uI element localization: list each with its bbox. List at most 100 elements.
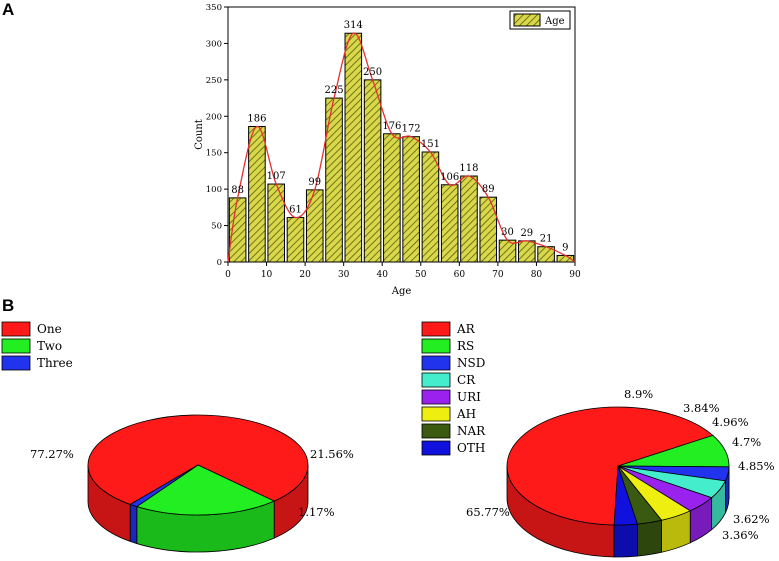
data-label: 29 — [520, 228, 533, 239]
slice-label: 4.96% — [712, 415, 749, 429]
bar — [479, 196, 498, 263]
bar — [248, 125, 266, 263]
data-label: 172 — [402, 124, 421, 135]
bar — [305, 189, 324, 263]
data-label: 30 — [501, 227, 514, 238]
legend-swatch — [1, 338, 31, 354]
legend-label: One — [37, 322, 62, 336]
bar — [421, 151, 440, 263]
legend-label: AH — [456, 407, 476, 421]
pie-slice — [506, 406, 714, 526]
legend-swatch — [421, 440, 451, 456]
legend-label: RS — [457, 339, 474, 353]
bar — [440, 184, 459, 263]
y-tick-label: 150 — [206, 149, 222, 159]
x-tick-label: 20 — [299, 270, 311, 280]
legend-swatch — [1, 321, 31, 337]
data-label: 99 — [308, 177, 321, 188]
legend-label: Two — [37, 339, 62, 353]
legend-swatch — [421, 372, 451, 388]
data-label: 61 — [289, 205, 302, 216]
data-label: 89 — [482, 184, 495, 195]
legend-label: OTH — [457, 441, 485, 455]
bar — [344, 32, 363, 263]
data-label: 21 — [540, 234, 553, 245]
pie-side — [129, 503, 138, 545]
y-axis-title: Count — [194, 119, 205, 150]
x-tick-label: 80 — [531, 270, 543, 280]
legend-swatch — [421, 355, 451, 371]
data-label: 106 — [440, 172, 459, 183]
x-tick-label: 30 — [338, 270, 350, 280]
legend-label: Age — [544, 16, 565, 27]
pie-slice — [129, 464, 199, 507]
y-tick-label: 50 — [211, 222, 222, 232]
density-curve — [227, 32, 576, 263]
x-tick-label: 60 — [454, 270, 466, 280]
pie-slice — [87, 414, 309, 505]
x-tick-label: 70 — [492, 270, 504, 280]
y-tick-label: 200 — [206, 112, 222, 122]
slice-label: 4.85% — [738, 459, 775, 473]
data-label: 314 — [344, 20, 363, 31]
bar — [460, 175, 478, 263]
bar — [267, 183, 285, 263]
pie-side — [637, 519, 662, 557]
legend-label: AR — [456, 322, 476, 336]
data-label: 151 — [421, 139, 440, 150]
data-label: 88 — [231, 185, 244, 196]
y-tick-label: 250 — [206, 76, 222, 86]
slice-label: 21.56% — [310, 447, 354, 461]
legend-swatch — [421, 406, 451, 422]
bar — [402, 136, 420, 263]
y-tick-label: 300 — [206, 39, 222, 49]
slice-label: 3.62% — [733, 512, 770, 526]
x-tick-label: 10 — [261, 270, 273, 280]
legend-swatch — [421, 423, 451, 439]
slice-label: 77.27% — [30, 447, 74, 461]
bar — [383, 133, 401, 263]
x-tick-label: 90 — [569, 270, 581, 280]
slice-label: 8.9% — [624, 387, 653, 401]
panel-label-a: A — [2, 0, 14, 19]
x-tick-label: 50 — [415, 270, 427, 280]
legend-swatch — [421, 338, 451, 354]
slice-label: 3.84% — [683, 401, 720, 415]
legend-label: NAR — [457, 424, 486, 438]
panel-label-b: B — [2, 296, 14, 315]
x-tick-label: 0 — [225, 270, 231, 280]
legend-swatch — [1, 355, 31, 371]
category-pie-chart: 65.77% 8.9% 3.84%4.96% 4.7% 4.85% 3.62% 3.36% A… — [421, 321, 775, 558]
legend-label: Three — [37, 356, 73, 370]
data-label: 107 — [267, 171, 286, 182]
count-pie-chart: 77.27% 21.56% 1.17% One Two Three — [1, 321, 354, 553]
legend-swatch — [513, 13, 541, 27]
data-label: 118 — [459, 163, 478, 174]
pie-side — [613, 523, 638, 558]
pie-slice — [135, 464, 276, 516]
data-label: 176 — [382, 121, 401, 132]
bar — [363, 79, 382, 263]
plot-frame — [227, 6, 576, 263]
bar — [518, 240, 536, 263]
data-label: 9 — [562, 242, 568, 253]
y-tick-label: 100 — [206, 185, 222, 195]
data-label: 250 — [363, 67, 382, 78]
slice-label: 1.17% — [298, 505, 335, 519]
legend-label: URI — [457, 390, 481, 404]
data-label: 225 — [324, 85, 343, 96]
legend-label: NSD — [457, 356, 485, 370]
y-tick-label: 350 — [206, 3, 222, 13]
x-tick-label: 40 — [376, 270, 388, 280]
data-label: 186 — [247, 113, 266, 124]
legend-label: CR — [457, 373, 476, 387]
pie-slice — [613, 465, 638, 526]
legend-swatch — [421, 321, 451, 337]
y-tick-label: 0 — [217, 258, 222, 268]
slice-label: 3.36% — [722, 528, 759, 542]
slice-label: 65.77% — [466, 505, 510, 519]
slice-label: 4.7% — [732, 435, 761, 449]
x-axis-title: Age — [391, 286, 412, 297]
